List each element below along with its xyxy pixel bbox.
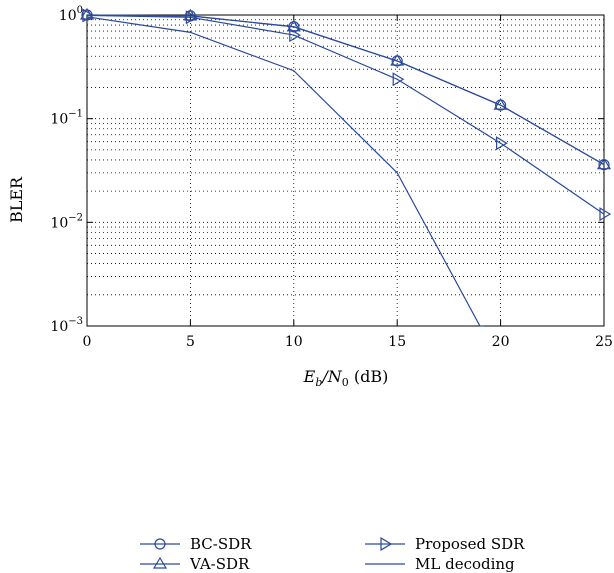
legend-item-va-sdr: VA-SDR [140,555,250,573]
legend-label: ML decoding [415,555,515,573]
legend-label: VA-SDR [189,555,250,573]
series-ml-decoding [86,16,485,327]
y-axis-label: BLER [7,176,26,223]
series-line-proposed-sdr [86,14,605,215]
data-point-va-sdr [286,19,301,32]
x-tick-label: 10 [285,334,303,350]
x-axis-label: Eb/N0 (dB) [303,367,389,389]
x-tick-label: 20 [492,334,510,350]
x-tick-label: 15 [388,334,406,350]
series-line-bc-sdr [86,14,605,166]
y-tick-label: 10−2 [50,212,83,231]
data-point-proposed-sdr [82,8,95,23]
plot-frame [86,14,605,327]
legend-item-ml-decoding: ML decoding [365,555,515,573]
legend-item-proposed-sdr: Proposed SDR [365,535,525,553]
legend: BC-SDR VA-SDR Proposed SDR ML decoding [140,535,525,573]
data-point-va-sdr [390,53,405,66]
x-tick-label: 0 [83,334,92,350]
legend-marker [380,536,393,552]
series-va-sdr [79,7,612,170]
legend-label: Proposed SDR [415,535,525,553]
series-line-ml-decoding [86,16,485,327]
y-tick-label: 10−1 [50,109,83,128]
data-point-proposed-sdr [289,28,301,43]
data-point-proposed-sdr [599,207,612,222]
axis-ticks: 0 5 10 15 20 25 10−3 10−2 10−1 100 [50,5,612,350]
data-point-va-sdr [596,157,612,170]
legend-marker [154,538,166,550]
legend-label: BC-SDR [190,535,252,553]
data-point-proposed-sdr [185,10,198,25]
y-tick-label: 10−3 [50,316,83,335]
legend-item-bc-sdr: BC-SDR [140,535,252,553]
grid [87,15,604,326]
series-line-va-sdr [86,14,605,166]
x-tick-label: 25 [595,334,613,350]
x-tick-label: 5 [186,334,195,350]
data-point-proposed-sdr [392,72,405,87]
y-tick-label: 100 [59,5,83,24]
series-bc-sdr [81,9,610,171]
legend-marker [152,556,168,569]
data-point-proposed-sdr [496,136,508,151]
series-layer [79,7,612,327]
series-proposed-sdr [82,8,612,222]
data-point-va-sdr [493,97,508,110]
